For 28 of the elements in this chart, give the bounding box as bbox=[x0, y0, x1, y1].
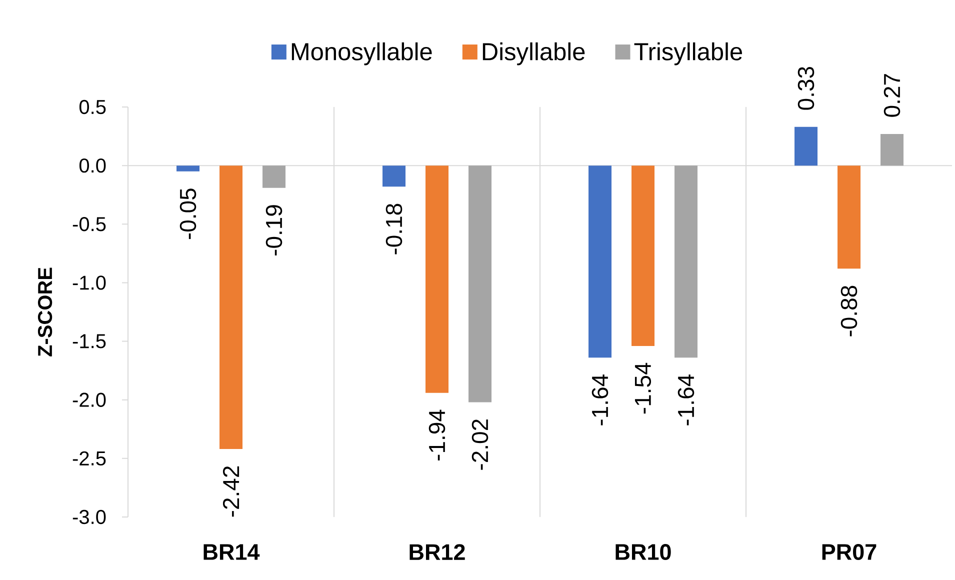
x-tick-label: BR10 bbox=[616, 544, 671, 560]
data-label: -1.64 bbox=[592, 374, 608, 426]
x-tick-label: BR12 bbox=[410, 544, 465, 560]
y-tick-label: 0.5 bbox=[79, 100, 106, 114]
x-tick-label: BR14 bbox=[204, 544, 260, 560]
y-tick-label: -1.5 bbox=[72, 334, 106, 348]
y-axis-title: Z-SCORE bbox=[38, 268, 52, 356]
data-label: -1.94 bbox=[428, 410, 446, 460]
data-label: -0.88 bbox=[840, 286, 858, 336]
data-label: -1.64 bbox=[678, 374, 694, 426]
data-label: -2.02 bbox=[472, 420, 488, 470]
data-label: 0.33 bbox=[798, 66, 814, 110]
data-label: -0.19 bbox=[266, 205, 282, 256]
y-tick-label: -2.0 bbox=[72, 392, 106, 407]
y-tick-label: -0.5 bbox=[72, 217, 106, 232]
data-label: -0.18 bbox=[386, 204, 402, 254]
data-label: -0.05 bbox=[180, 188, 196, 240]
data-label: -2.42 bbox=[222, 466, 240, 517]
legend-label: Disyllable bbox=[482, 42, 585, 66]
data-label: 0.27 bbox=[884, 74, 900, 117]
data-label: -1.54 bbox=[634, 362, 652, 414]
y-tick-label: -1.0 bbox=[72, 276, 106, 290]
y-tick-label: -2.5 bbox=[72, 451, 106, 466]
x-tick-label: PR07 bbox=[822, 544, 876, 560]
legend-label: Trisyllable bbox=[634, 42, 742, 66]
y-tick-label: 0.0 bbox=[79, 158, 106, 173]
y-tick-label: -3.0 bbox=[72, 510, 106, 524]
legend-label: Monosyllable bbox=[292, 42, 432, 66]
